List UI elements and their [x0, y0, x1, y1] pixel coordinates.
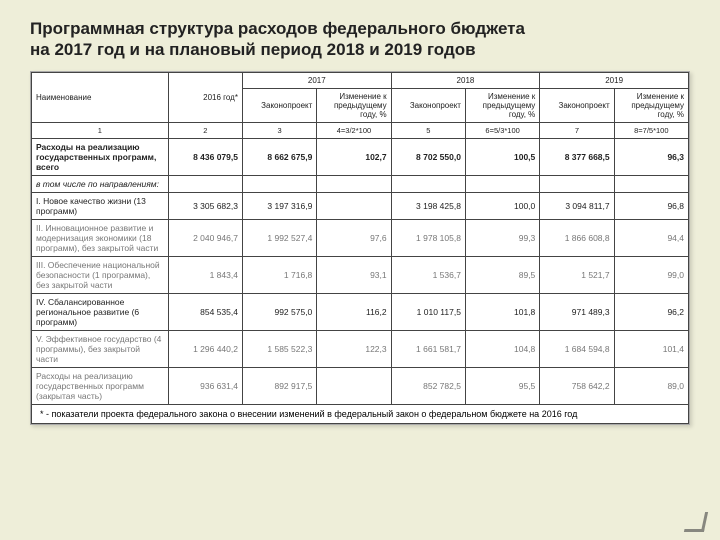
header-2018: 2018	[391, 72, 540, 88]
cell-name: Расходы на реализацию государственных пр…	[32, 367, 169, 404]
header-chg-18: Изменение к предыдущему году, %	[465, 88, 539, 122]
footnote: * - показатели проекта федерального зако…	[31, 405, 689, 424]
cell-name: I. Новое качество жизни (13 программ)	[32, 192, 169, 219]
index-row: 1 2 3 4=3/2*100 5 6=5/3*100 7 8=7/5*100	[32, 122, 689, 138]
header-2017: 2017	[242, 72, 391, 88]
header-2019: 2019	[540, 72, 689, 88]
idx-5: 5	[391, 122, 465, 138]
table-header: Наименование 2016 год* 2017 2018 2019 За…	[32, 72, 689, 138]
cell-v2018: 8 702 550,0	[391, 138, 465, 175]
row-6: Расходы на реализацию государственных пр…	[32, 367, 689, 404]
title-line-2: на 2017 год и на плановый период 2018 и …	[30, 40, 476, 59]
cell-name: II. Инновационное развитие и модернизаци…	[32, 219, 169, 256]
cell-c17: 102,7	[317, 138, 391, 175]
cell-c18: 100,5	[465, 138, 539, 175]
budget-table-container: Наименование 2016 год* 2017 2018 2019 За…	[30, 71, 690, 425]
title-line-1: Программная структура расходов федеральн…	[30, 19, 525, 38]
cell-name: в том числе по направлениям:	[32, 175, 169, 192]
cell-name: V. Эффективное государство (4 программы)…	[32, 330, 169, 367]
header-zp-17: Законопроект	[242, 88, 316, 122]
cell-c19: 96,3	[614, 138, 688, 175]
row-1: I. Новое качество жизни (13 программ) 3 …	[32, 192, 689, 219]
idx-3: 3	[242, 122, 316, 138]
idx-6: 6=5/3*100	[465, 122, 539, 138]
row-total: Расходы на реализацию государственных пр…	[32, 138, 689, 175]
page-corner-icon	[684, 512, 708, 532]
cell-v2019: 8 377 668,5	[540, 138, 614, 175]
row-3: III. Обеспечение национальной безопаснос…	[32, 256, 689, 293]
idx-8: 8=7/5*100	[614, 122, 688, 138]
idx-7: 7	[540, 122, 614, 138]
budget-table: Наименование 2016 год* 2017 2018 2019 За…	[31, 72, 689, 405]
cell-v2017: 8 662 675,9	[242, 138, 316, 175]
header-zp-19: Законопроект	[540, 88, 614, 122]
cell-v2016: 8 436 079,5	[168, 138, 242, 175]
header-chg-17: Изменение к предыдущему году, %	[317, 88, 391, 122]
slide: Программная структура расходов федеральн…	[0, 0, 720, 540]
header-chg-19: Изменение к предыдущему году, %	[614, 88, 688, 122]
table-body: Расходы на реализацию государственных пр…	[32, 138, 689, 404]
row-5: V. Эффективное государство (4 программы)…	[32, 330, 689, 367]
cell-name: Расходы на реализацию государственных пр…	[32, 138, 169, 175]
header-2016: 2016 год*	[168, 72, 242, 122]
idx-4: 4=3/2*100	[317, 122, 391, 138]
row-incl: в том числе по направлениям:	[32, 175, 689, 192]
cell-name: IV. Сбалансированное региональное развит…	[32, 293, 169, 330]
cell-name: III. Обеспечение национальной безопаснос…	[32, 256, 169, 293]
slide-title: Программная структура расходов федеральн…	[30, 18, 690, 61]
row-4: IV. Сбалансированное региональное развит…	[32, 293, 689, 330]
header-zp-18: Законопроект	[391, 88, 465, 122]
row-2: II. Инновационное развитие и модернизаци…	[32, 219, 689, 256]
header-name: Наименование	[32, 72, 169, 122]
idx-2: 2	[168, 122, 242, 138]
idx-1: 1	[32, 122, 169, 138]
